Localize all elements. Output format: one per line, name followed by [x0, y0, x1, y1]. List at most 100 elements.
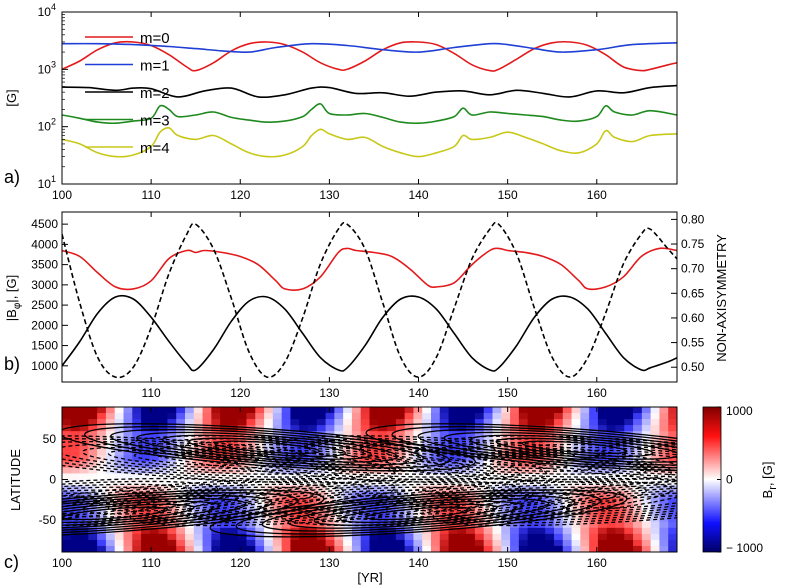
field-cell — [378, 425, 388, 432]
field-cell — [474, 461, 485, 469]
field-cell — [641, 533, 652, 541]
field-cell — [351, 425, 362, 432]
field-cell — [466, 455, 476, 462]
field-cell — [580, 539, 590, 547]
field-cell — [114, 413, 125, 420]
field-cell — [527, 473, 538, 481]
contour-negative — [280, 477, 677, 527]
field-cell — [466, 479, 476, 487]
field-cell — [281, 515, 292, 523]
field-cell — [334, 419, 344, 426]
field-cell — [369, 455, 379, 462]
field-cell — [308, 413, 318, 420]
field-cell — [70, 491, 81, 499]
field-cell — [343, 515, 353, 523]
field-cell — [237, 407, 248, 414]
field-cell — [88, 413, 98, 420]
field-cell — [466, 539, 476, 547]
field-cell — [492, 497, 502, 505]
field-cell — [211, 545, 221, 552]
field-cell — [378, 497, 388, 505]
field-cell — [554, 419, 564, 426]
field-cell — [202, 509, 212, 517]
field-cell — [518, 413, 529, 420]
field-cell — [395, 425, 406, 432]
field-cell — [395, 503, 406, 511]
field-cell — [378, 539, 388, 547]
field-cell — [641, 425, 652, 432]
colorbar-label: Br, [G] — [760, 462, 779, 499]
field-cell — [132, 431, 142, 438]
field-cell — [536, 431, 546, 438]
field-cell — [299, 521, 309, 529]
field-cell — [167, 485, 177, 493]
field-cell — [123, 419, 133, 426]
field-cell — [404, 527, 415, 535]
field-cell — [589, 407, 599, 414]
field-cell — [606, 413, 617, 420]
field-cell — [545, 407, 555, 414]
field-cell — [395, 449, 406, 456]
field-cell — [387, 443, 397, 450]
contour-negative — [597, 452, 677, 467]
field-cell — [624, 419, 634, 426]
contour-positive — [84, 426, 450, 469]
field-cell — [70, 545, 81, 552]
field-cell — [422, 407, 432, 414]
field-cell — [97, 473, 107, 481]
field-cell — [211, 461, 221, 469]
field-cell — [668, 407, 677, 414]
field-cell — [97, 533, 107, 541]
field-cell — [158, 449, 169, 456]
field-cell — [202, 527, 212, 535]
field-cell — [580, 485, 590, 493]
field-cell — [158, 539, 169, 547]
field-cell — [88, 443, 98, 450]
field-cell — [193, 455, 204, 462]
field-cell — [369, 407, 379, 414]
field-cell — [387, 485, 397, 493]
field-cell — [483, 473, 494, 481]
contour-positive — [62, 503, 195, 524]
field-cell — [527, 407, 538, 414]
panel-b: 110 120 130 140 150 160 1000 1500 2000 2500 3000 35… — [4, 211, 729, 400]
field-cell — [79, 449, 89, 456]
field-cell — [483, 533, 494, 541]
panel-b-y-tick-label: 3500 — [31, 258, 58, 272]
field-cell — [360, 479, 371, 487]
field-cell — [369, 527, 379, 535]
field-cell — [351, 419, 362, 426]
contour-negative — [107, 492, 266, 512]
field-cell — [518, 461, 529, 469]
field-cell — [422, 479, 432, 487]
field-cell — [316, 425, 327, 432]
field-cell — [457, 497, 467, 505]
field-cell — [211, 491, 221, 499]
field-cell — [149, 419, 160, 426]
field-cell — [246, 491, 256, 499]
contour-negative — [384, 446, 595, 472]
panel-b-x-tick-label: 120 — [230, 386, 250, 400]
field-cell — [220, 431, 230, 438]
field-cell — [290, 515, 300, 523]
field-cell — [272, 419, 283, 426]
field-cell — [501, 497, 511, 505]
field-cell — [597, 449, 608, 456]
field-cell — [536, 527, 546, 535]
field-cell — [325, 539, 335, 547]
field-cell — [114, 539, 125, 547]
field-cell — [149, 413, 160, 420]
field-cell — [659, 527, 669, 535]
field-cell — [105, 527, 116, 535]
field-cell — [351, 407, 362, 414]
field-cell — [176, 521, 186, 529]
field-cell — [466, 419, 476, 426]
field-cell — [431, 539, 441, 547]
field-cell — [580, 407, 590, 414]
field-cell — [641, 443, 652, 450]
field-cell — [501, 419, 511, 426]
field-cell — [457, 539, 467, 547]
field-cell — [413, 515, 423, 523]
panel-a: 100 110 120 130 140 150 160 104 103 102 101 [G] a)… — [4, 2, 678, 202]
field-cell — [641, 527, 652, 535]
